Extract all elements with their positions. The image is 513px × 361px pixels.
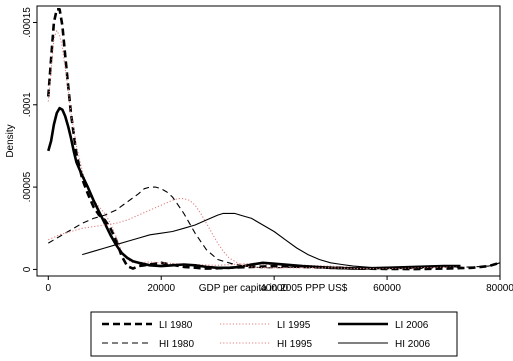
series-line-hi-1980	[48, 186, 501, 270]
plot-area	[36, 5, 501, 277]
plot-frame	[36, 5, 501, 277]
series-line-li-2006	[47, 106, 461, 270]
legend-label: LI 1980	[159, 320, 193, 331]
legend-box	[90, 311, 458, 357]
legend-label: HI 2006	[395, 339, 430, 350]
legend-label: LI 2006	[395, 320, 429, 331]
legend-label: HI 1980	[159, 339, 194, 350]
y-tick-label: .00005	[22, 171, 33, 202]
y-tick-label: .0001	[22, 92, 33, 117]
legend-label: HI 1995	[277, 339, 312, 350]
y-tick-label: 0	[22, 266, 33, 272]
x-axis: 0 20000 40000 60000 80000	[46, 276, 513, 294]
y-axis-title: Density	[5, 124, 16, 157]
series-line-hi-2006	[82, 212, 461, 269]
series-line-li-1995	[47, 30, 461, 270]
x-tick-label: 20000	[147, 283, 175, 294]
x-tick-label: 80000	[486, 283, 513, 294]
x-tick-label: 60000	[373, 283, 401, 294]
y-axis: 0 .00005 .0001 .00015	[22, 7, 37, 272]
legend: LI 1980 LI 1995 LI 2006 HI 1980 HI 1995 HI 20…	[90, 311, 458, 357]
legend-label: LI 1995	[277, 320, 311, 331]
y-tick-label: .00015	[22, 7, 33, 38]
x-tick-label: 40000	[260, 283, 288, 294]
x-axis-title: GDP per capita in 2005 PPP US$	[199, 283, 348, 294]
x-tick-label: 0	[46, 283, 52, 294]
